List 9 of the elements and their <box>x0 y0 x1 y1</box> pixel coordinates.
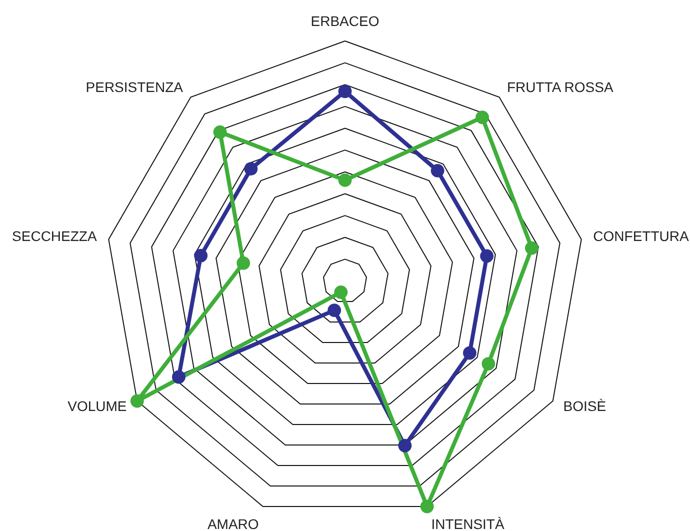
spoke-label: PERSISTENZA <box>86 78 184 95</box>
spoke-label: AMARO <box>207 516 259 531</box>
spoke-label: FRUTTA ROSSA <box>506 78 614 95</box>
spoke-label: INTENSITÀ <box>431 516 505 531</box>
spoke-label: CONFETTURA <box>593 228 690 244</box>
spoke-label: BOISÈ <box>563 398 606 414</box>
spoke-label: VOLUME <box>68 398 127 414</box>
spoke-label: ERBACEO <box>310 12 380 29</box>
spoke-label: SECCHEZZA <box>12 228 98 244</box>
